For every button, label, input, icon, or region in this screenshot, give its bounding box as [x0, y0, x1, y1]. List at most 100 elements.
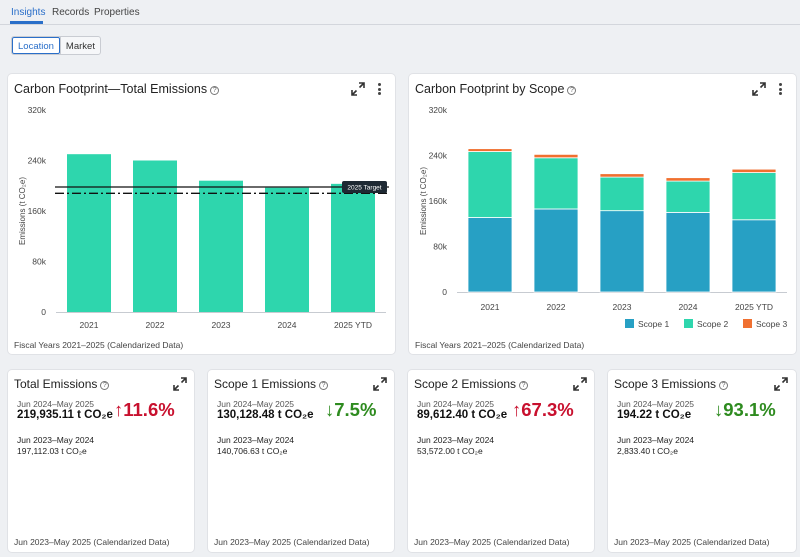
expand-icon[interactable] [774, 377, 788, 391]
help-icon[interactable]: ? [100, 381, 110, 390]
expand-icon[interactable] [373, 377, 387, 391]
kpi-period: Jun 2024–May 2025 [217, 399, 295, 409]
help-icon[interactable]: ? [319, 381, 329, 390]
y-tick-label: 0 [442, 287, 447, 297]
x-tick-label: 2022 [146, 320, 165, 330]
kpi-value: 89,612.40 t CO₂e [417, 409, 508, 421]
target-label: 2025 Target [347, 185, 381, 192]
arrow-up-icon: ↑ [512, 399, 522, 420]
x-tick-label: 2023 [212, 320, 231, 330]
target-label-bg [342, 181, 387, 194]
bar-2023 [199, 180, 243, 312]
arrow-up-icon: ↑ [114, 399, 124, 420]
help-icon[interactable]: ? [567, 86, 577, 95]
bar-segment-scope-1 [665, 211, 711, 293]
active-tab-indicator [10, 21, 43, 24]
tab-properties[interactable]: Properties [94, 7, 140, 18]
y-tick-label: 160k [28, 206, 47, 216]
bar-segment-scope-1 [599, 210, 645, 293]
help-icon[interactable]: ? [210, 86, 220, 95]
more-options-icon[interactable] [779, 83, 783, 95]
kpi-value: 194.22 t CO₂e [617, 409, 692, 421]
expand-icon[interactable] [173, 377, 187, 391]
kpi-prev-value: 53,572.00 t CO₂e [417, 446, 483, 456]
kpi-title: Total Emissions? [14, 377, 110, 391]
expand-icon[interactable] [752, 82, 766, 96]
x-tick-label: 2021 [481, 302, 500, 312]
expand-icon[interactable] [351, 82, 365, 96]
kpi-prev-period: Jun 2023–May 2024 [617, 435, 695, 445]
y-tick-label: 160k [429, 196, 448, 206]
kpi-title: Scope 1 Emissions? [214, 377, 329, 391]
bar-segment-scope-1 [467, 217, 513, 293]
bar-2022 [133, 160, 177, 312]
y-tick-label: 320k [28, 105, 47, 115]
x-tick-label: 2024 [278, 320, 297, 330]
tab-bar: Insights Records Properties [0, 0, 800, 25]
arrow-down-icon: ↓ [325, 399, 335, 420]
bar-segment-scope-2 [533, 157, 579, 210]
x-tick-label: 2025 YTD [334, 320, 372, 330]
x-tick-label: 2023 [613, 302, 632, 312]
x-tick-label: 2021 [80, 320, 99, 330]
kpi-title: Scope 2 Emissions? [414, 377, 529, 391]
help-icon[interactable]: ? [719, 381, 729, 390]
kpi-value: 130,128.48 t CO₂e [217, 409, 314, 421]
legend-swatch [625, 319, 634, 328]
legend-label: Scope 2 [697, 319, 728, 329]
y-tick-label: 80k [433, 242, 447, 252]
scope-emissions-chart-card: Carbon Footprint by Scope? 0 80k 160k 240k 3… [409, 74, 796, 354]
more-options-icon[interactable] [378, 83, 382, 95]
kpi-card-scope-1: Scope 1 Emissions? Jun 2024–May 2025 130… [208, 370, 394, 552]
y-tick-label: 240k [429, 151, 448, 161]
expand-icon[interactable] [573, 377, 587, 391]
kpi-prev-period: Jun 2023–May 2024 [17, 435, 95, 445]
kpi-change: ↓7.5% [325, 399, 377, 420]
kpi-period: Jun 2024–May 2025 [17, 399, 95, 409]
y-tick-label: 320k [429, 105, 448, 115]
kpi-card-scope-2: Scope 2 Emissions? Jun 2024–May 2025 89,… [408, 370, 594, 552]
x-tick-label: 2024 [679, 302, 698, 312]
tab-records[interactable]: Records [52, 7, 90, 18]
kpi-prev-value: 197,112.03 t CO₂e [17, 446, 87, 456]
bar-segment-scope-2 [731, 172, 777, 221]
market-option[interactable]: Market [59, 37, 100, 54]
legend-label: Scope 3 [756, 319, 787, 329]
bar-2025-ytd [331, 183, 375, 312]
bar-segment-scope-3 [533, 153, 579, 159]
kpi-prev-period: Jun 2023–May 2024 [217, 435, 295, 445]
help-icon[interactable]: ? [519, 381, 529, 390]
bar-segment-scope-2 [599, 176, 645, 212]
bar-segment-scope-3 [599, 173, 645, 178]
kpi-title: Scope 3 Emissions? [614, 377, 729, 391]
kpi-prev-value: 2,833.40 t CO₂e [617, 446, 678, 456]
kpi-change: ↑67.3% [512, 399, 574, 420]
bar-2024 [265, 187, 309, 312]
y-axis-label: Emissions (t CO₂e) [419, 167, 428, 235]
bar-2021 [67, 154, 111, 312]
kpi-card-scope-3: Scope 3 Emissions? Jun 2024–May 2025 194… [608, 370, 796, 552]
kpi-value: 219,935.11 t CO₂e [17, 409, 113, 421]
kpi-footer: Jun 2023–May 2025 (Calendarized Data) [214, 537, 370, 547]
bar-segment-scope-3 [731, 168, 777, 173]
bar-segment-scope-1 [731, 219, 777, 293]
kpi-footer: Jun 2023–May 2025 (Calendarized Data) [614, 537, 770, 547]
location-option[interactable]: Location [12, 37, 60, 54]
kpi-footer: Jun 2023–May 2025 (Calendarized Data) [14, 537, 170, 547]
legend-label: Scope 1 [638, 319, 669, 329]
total-emissions-chart-card: Carbon Footprint—Total Emissions? 0 80k 16… [8, 74, 395, 354]
total-emissions-bar-chart: 0 80k 160k 240k 320k Emissions (t CO₂e) 2021 20… [18, 105, 389, 330]
bar-segment-scope-1 [533, 208, 579, 293]
y-tick-label: 80k [32, 257, 46, 267]
x-tick-label: 2025 YTD [735, 302, 773, 312]
kpi-period: Jun 2024–May 2025 [617, 399, 695, 409]
chart-title: Carbon Footprint—Total Emissions? [14, 82, 220, 96]
kpi-card-total: Total Emissions? Jun 2024–May 2025 219,9… [8, 370, 194, 552]
bar-segment-scope-2 [467, 151, 513, 218]
scope-stacked-bar-chart: 0 80k 160k 240k 320k Emissions (t CO₂e) 2021 20… [419, 105, 787, 329]
kpi-prev-value: 140,706.63 t CO₂e [217, 446, 288, 456]
location-market-toggle: Location Market [11, 36, 101, 55]
tab-insights[interactable]: Insights [11, 7, 46, 18]
arrow-down-icon: ↓ [714, 399, 724, 420]
bar-segment-scope-2 [665, 180, 711, 213]
